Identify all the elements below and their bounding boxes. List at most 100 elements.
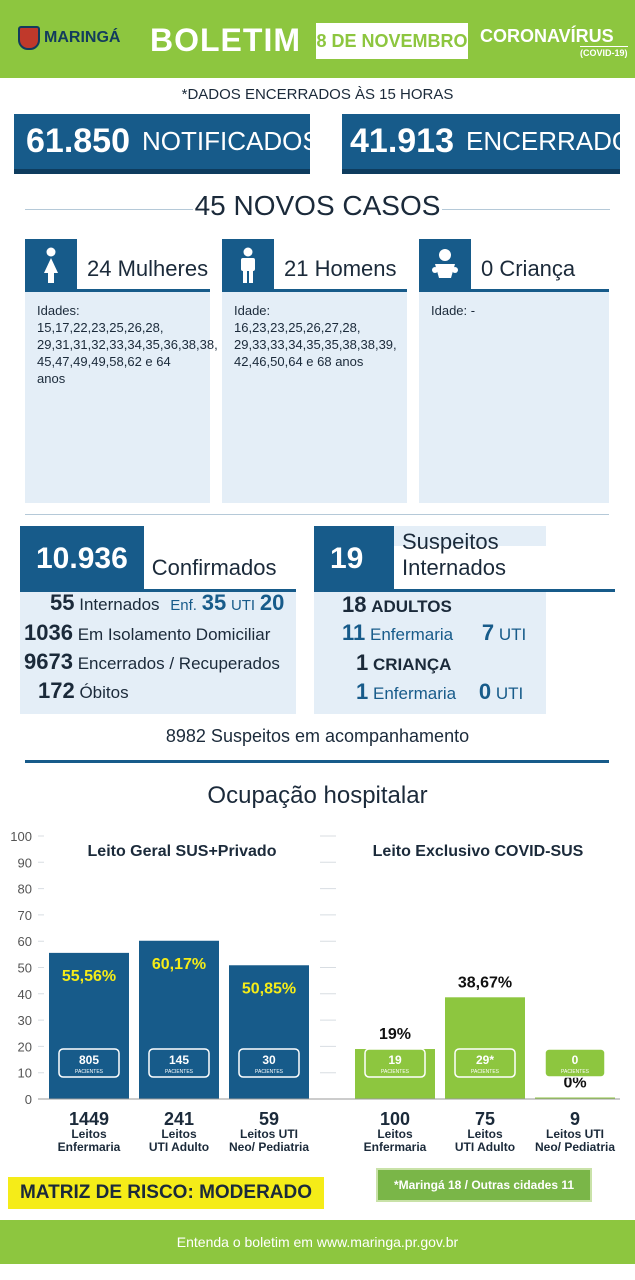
y-tick-label: 30 <box>18 1013 32 1028</box>
pacientes-label: PACIENTES <box>255 1069 284 1075</box>
novos-casos-heading: 45 NOVOS CASOS <box>194 190 441 221</box>
women-title: 24 Mulheres <box>87 255 209 281</box>
women-ages: Idades: 15,17,22,23,25,26,28, 29,31,31,3… <box>37 303 218 386</box>
enf-label: Enf. <box>170 597 197 614</box>
pacientes-label: PACIENTES <box>381 1069 410 1075</box>
maringa-note: *Maringá 18 / Outras cidades 11 <box>376 1168 592 1202</box>
leitos-count: 9 <box>570 1109 580 1129</box>
ocupacao-heading: Ocupação hospitalar <box>207 782 428 809</box>
date-badge: 8 DE NOVEMBRO <box>316 23 468 59</box>
crianca-enf-number: 1 <box>356 679 369 704</box>
pacientes-badge <box>544 1048 606 1078</box>
category-label-line1: Leitos <box>161 1127 197 1141</box>
leitos-count: 100 <box>380 1109 410 1129</box>
adultos-detail-row: 11 Enfermaria 7 UTI <box>342 620 526 646</box>
adultos-label: ADULTOS <box>371 597 452 616</box>
woman-icon <box>25 238 77 291</box>
uti-label: UTI <box>230 597 256 614</box>
page-title: BOLETIM <box>150 22 301 58</box>
recuperados-label: Encerrados / Recuperados <box>77 654 280 673</box>
footer-link[interactable]: Entenda o boletim em www.maringa.pr.gov.… <box>0 1220 635 1264</box>
chart-group-title: Leito Exclusivo COVID-SUS <box>373 843 584 860</box>
pacientes-label: PACIENTES <box>561 1069 590 1075</box>
pacientes-label: PACIENTES <box>471 1069 500 1075</box>
internados-number: 55 <box>50 590 75 615</box>
adultos-number: 18 <box>342 592 367 617</box>
bar-percent-label: 50,85% <box>242 980 296 997</box>
leitos-count: 241 <box>164 1109 194 1129</box>
crianca-detail-row: 1 Enfermaria 0 UTI <box>356 679 523 705</box>
covid-subtitle: (COVID-19) <box>580 46 628 58</box>
y-tick-label: 80 <box>18 882 32 897</box>
adultos-row: 18 ADULTOS <box>342 592 452 618</box>
y-tick-label: 0 <box>25 1092 32 1107</box>
divider <box>25 209 193 210</box>
pacientes-label: PACIENTES <box>165 1069 194 1075</box>
crianca-enf-label: Enfermaria <box>372 684 457 703</box>
uti-number: 20 <box>259 590 285 615</box>
obitos-row: 172 Óbitos <box>38 678 129 704</box>
pacientes-badge <box>238 1048 300 1078</box>
acompanhamento-text: 8982 Suspeitos em acompanhamento <box>165 726 470 746</box>
adultos-uti-label: UTI <box>498 625 527 644</box>
crest-icon <box>18 26 40 50</box>
category-label-line1: Leitos <box>377 1127 413 1141</box>
bar-percent-label: 0% <box>563 1075 586 1092</box>
category-label-line2: Enfermaria <box>364 1140 427 1154</box>
category-label-line2: Neo/ Pediatria <box>535 1140 615 1154</box>
pacientes-count: 30 <box>262 1053 276 1067</box>
y-tick-label: 100 <box>10 829 32 844</box>
baby-icon <box>419 238 471 291</box>
suspeitos-label: Suspeitos Internados <box>394 529 615 592</box>
crianca-uti-label: UTI <box>495 684 524 703</box>
crianca-label: CRIANÇA <box>372 655 452 674</box>
bar-percent-label: 55,56% <box>62 968 116 985</box>
obitos-label: Óbitos <box>79 683 129 702</box>
pacientes-label: PACIENTES <box>75 1069 104 1075</box>
confirmados-panel: 10.936 Confirmados <box>20 526 296 714</box>
leitos-count: 59 <box>259 1109 279 1129</box>
pacientes-count: 19 <box>388 1053 402 1067</box>
risk-matrix-banner: MATRIZ DE RISCO: MODERADO <box>8 1177 324 1209</box>
pacientes-badge <box>454 1048 516 1078</box>
category-label-line1: Leitos UTI <box>546 1127 604 1141</box>
suspeitos-number: 19 <box>314 526 394 592</box>
bar-percent-label: 38,67% <box>458 974 512 991</box>
man-icon <box>222 238 274 291</box>
enf-number: 35 <box>201 590 227 615</box>
pacientes-count: 145 <box>169 1053 189 1067</box>
pacientes-count: 805 <box>79 1053 99 1067</box>
child-title: 0 Criança <box>481 255 576 281</box>
encerrados-label: ENCERRADOS <box>466 126 635 156</box>
encerrados-row: 9673 Encerrados / Recuperados <box>24 649 280 675</box>
city-name: MARINGÁ <box>44 29 121 46</box>
men-title: 21 Homens <box>284 255 397 281</box>
isolamento-row: 1036 Em Isolamento Domiciliar <box>24 620 270 646</box>
y-tick-label: 60 <box>18 934 32 949</box>
child-ages: Idade: - <box>431 303 476 318</box>
adultos-enf-label: Enfermaria <box>370 625 454 644</box>
encerrados-number: 41.913 <box>350 122 454 160</box>
data-note: *DADOS ENCERRADOS ÀS 15 HORAS <box>181 86 454 103</box>
y-tick-label: 90 <box>18 855 32 870</box>
notificados-number: 61.850 <box>26 122 130 160</box>
category-label-line2: UTI Adulto <box>455 1140 515 1154</box>
bar-percent-label: 19% <box>379 1026 411 1043</box>
divider <box>442 209 610 210</box>
women-card: 24 Mulheres Idades: 15,17,22,23,25,26,28… <box>25 238 218 503</box>
encerrados-box: 41.913 ENCERRADOS <box>342 114 635 174</box>
category-label-line1: Leitos <box>467 1127 503 1141</box>
obitos-number: 172 <box>38 678 75 703</box>
pacientes-badge <box>148 1048 210 1078</box>
pacientes-count: 29* <box>476 1053 494 1067</box>
recuperados-number: 9673 <box>24 649 73 674</box>
y-tick-label: 40 <box>18 987 32 1002</box>
city-logo: MARINGÁ <box>18 26 120 50</box>
adultos-enf-number: 11 <box>342 620 366 645</box>
bar-percent-label: 60,17% <box>152 956 206 973</box>
crianca-uti-number: 0 <box>478 679 492 704</box>
men-card: 21 Homens Idade: 16,23,23,25,26,27,28, 2… <box>222 238 407 503</box>
category-label-line2: Neo/ Pediatria <box>229 1140 309 1154</box>
pacientes-badge <box>364 1048 426 1078</box>
